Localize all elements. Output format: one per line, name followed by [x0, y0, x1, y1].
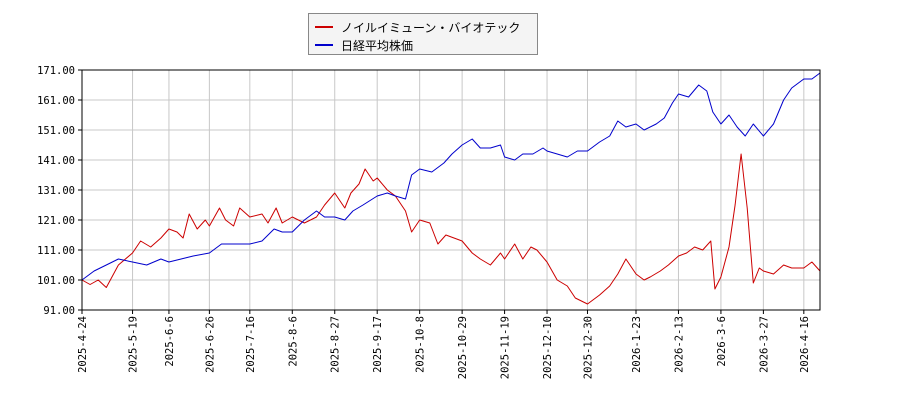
series-layer	[81, 72, 821, 305]
legend-item-nikkei: 日経平均株価	[315, 36, 413, 54]
y-tick-layer: 91.00 101.00 111.00 121.00 131.00 141.00 151.0…	[37, 65, 82, 317]
x-tick-label: 2025-12-10	[542, 316, 554, 379]
y-tick-label: 91.00	[43, 305, 75, 317]
x-tick-label: 2026-2-13	[673, 316, 685, 373]
x-tick-label: 2025-6-6	[164, 316, 176, 367]
legend-label-noile: ノイルイミューン・バイオテック	[341, 20, 521, 35]
legend-item-noile: ノイルイミューン・バイオテック	[315, 18, 520, 36]
y-tick-label: 101.00	[37, 275, 75, 287]
y-tick-label: 141.00	[37, 155, 75, 167]
legend-label-nikkei: 日経平均株価	[341, 38, 414, 53]
x-tick-label: 2025-9-17	[372, 316, 384, 373]
legend: ノイルイミューン・バイオテック 日経平均株価	[308, 13, 538, 55]
x-tick-label: 2026-3-6	[716, 316, 728, 367]
grid-layer	[81, 69, 820, 311]
legend-swatch-nikkei	[315, 44, 333, 46]
x-tick-label: 2025-12-30	[582, 316, 594, 379]
x-tick-label: 2025-10-29	[457, 316, 469, 379]
x-tick-label: 2025-11-19	[500, 316, 512, 379]
x-tick-label: 2026-3-27	[758, 316, 770, 373]
x-tick-label: 2026-4-16	[799, 316, 811, 373]
y-tick-label: 111.00	[37, 245, 75, 257]
x-tick-label: 2025-4-24	[77, 316, 89, 373]
x-tick-label: 2026-1-23	[631, 316, 643, 373]
y-tick-label: 171.00	[37, 65, 75, 77]
x-tick-label: 2025-10-8	[415, 316, 427, 373]
x-tick-label: 2025-8-27	[330, 316, 342, 373]
legend-swatch-noile	[315, 26, 333, 28]
series-line-0	[81, 153, 821, 305]
y-tick-label: 131.00	[37, 185, 75, 197]
y-tick-label: 161.00	[37, 95, 75, 107]
x-tick-label: 2025-5-19	[128, 316, 140, 373]
y-tick-label: 151.00	[37, 125, 75, 137]
y-tick-label: 121.00	[37, 215, 75, 227]
x-tick-layer: 2025-4-24 2025-5-19 2025-6-6 2025-6-26 2025-…	[77, 310, 811, 379]
x-tick-label: 2025-7-16	[245, 316, 257, 373]
x-tick-label: 2025-8-6	[287, 316, 299, 367]
series-line-1	[81, 72, 821, 281]
x-tick-label: 2025-6-26	[204, 316, 216, 373]
